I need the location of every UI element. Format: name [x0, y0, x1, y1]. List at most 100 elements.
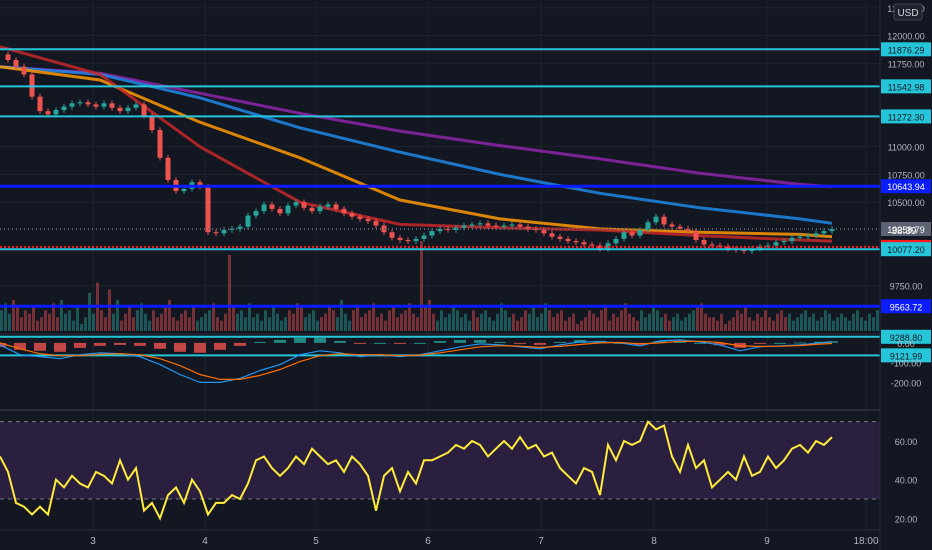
volume-bar	[132, 317, 135, 331]
volume-bar	[544, 303, 547, 331]
macd-histogram-bar	[674, 340, 686, 343]
volume-bar	[796, 317, 799, 331]
currency-badge[interactable]	[893, 3, 923, 21]
volume-bar	[92, 313, 95, 331]
volume-bar	[424, 306, 427, 331]
volume-bar	[84, 317, 87, 331]
candle-body	[405, 240, 411, 242]
time-axis[interactable]: 3 4 5 6 7 8 9 18:00	[90, 536, 879, 547]
volume-bar	[520, 317, 523, 331]
macd-histogram-bar	[34, 342, 46, 351]
volume-bar	[748, 317, 751, 331]
volume-bar	[152, 310, 155, 331]
macd-histogram-bar	[754, 342, 766, 344]
time-tick-label: 5	[313, 536, 319, 547]
volume-bar	[828, 313, 831, 331]
volume-bar	[220, 320, 223, 331]
grid-lines	[0, 0, 880, 530]
macd-histogram-bar	[114, 342, 126, 345]
volume-bar	[420, 241, 423, 331]
volume-bar	[724, 324, 727, 331]
candle-body	[629, 232, 635, 236]
candle-body	[85, 102, 91, 105]
volume-bar	[740, 313, 743, 331]
volume-bar	[844, 317, 847, 331]
candle-body	[165, 157, 171, 180]
price-level-label: 9288.80	[890, 333, 923, 343]
price-tick-label: 9750.00	[890, 282, 923, 292]
candle-body	[573, 241, 579, 243]
volume-bar	[464, 313, 467, 331]
volume-bar	[308, 313, 311, 331]
candle-body	[133, 104, 139, 108]
volume-bar	[128, 306, 131, 331]
volume-bar	[576, 324, 579, 331]
candle-countdown: 38:39	[891, 226, 916, 237]
volume-bar	[416, 317, 419, 331]
price-level-badge	[881, 299, 931, 314]
candle-body	[477, 223, 483, 225]
price-level-label: 10077.20	[887, 245, 925, 255]
candle-body	[5, 54, 11, 60]
volume-bar	[628, 313, 631, 331]
volume-bar	[176, 320, 179, 331]
volume-bar	[652, 306, 655, 331]
candle-body	[541, 230, 547, 234]
volume-bar	[80, 324, 83, 331]
price-level-badge	[881, 79, 931, 94]
volume-bar	[512, 313, 515, 331]
volume-bar	[120, 320, 123, 331]
price-level-label: 9563.72	[890, 302, 923, 312]
volume-bar	[572, 313, 575, 331]
volume-bar	[780, 310, 783, 331]
candle-body	[501, 225, 507, 227]
volume-bar	[184, 310, 187, 331]
volume-bar	[172, 317, 175, 331]
volume-bar	[116, 299, 119, 331]
candle-body	[509, 224, 515, 226]
macd-histogram-bar	[214, 342, 226, 350]
candle-body	[21, 66, 27, 75]
volume-bar	[692, 310, 695, 331]
candle-body	[333, 204, 339, 209]
volume-bar	[568, 317, 571, 331]
volume-bar	[720, 313, 723, 331]
volume-bar	[528, 313, 531, 331]
volume-bar	[312, 310, 315, 331]
volume-bar	[732, 317, 735, 331]
volume-bar	[760, 317, 763, 331]
horizontal-levels[interactable]	[0, 48, 880, 357]
candle-body	[701, 240, 707, 245]
candle-body	[157, 130, 163, 158]
macd-line-orange	[0, 340, 833, 380]
volume-bar	[872, 317, 875, 331]
volume-bar	[852, 313, 855, 331]
volume-bar	[344, 313, 347, 331]
volume-bar	[864, 320, 867, 331]
volume-bar	[764, 310, 767, 331]
macd-histogram-bar	[74, 342, 86, 348]
volume-bar	[492, 320, 495, 331]
candle-body	[309, 207, 315, 212]
volume-bar	[432, 313, 435, 331]
volume-bar	[440, 310, 443, 331]
volume-bar	[608, 320, 611, 331]
price-axis[interactable]: 11876.29 11542.98 11272.30 10643.94 10258.79…	[881, 4, 931, 525]
volume-bar	[384, 320, 387, 331]
volume-bar	[836, 317, 839, 331]
volume-bar	[816, 320, 819, 331]
moving-averages	[0, 45, 833, 243]
volume-bar	[16, 306, 19, 331]
candle-body	[357, 216, 363, 219]
volume-bar	[336, 317, 339, 331]
volume-bar	[56, 317, 59, 331]
volume-bar	[616, 317, 619, 331]
macd-histogram-bar	[434, 340, 446, 343]
candle-body	[261, 204, 267, 212]
volume-bar	[400, 313, 403, 331]
macd-panel	[0, 336, 838, 383]
candle-body	[669, 224, 675, 227]
volume-bar	[136, 310, 139, 331]
volume-bar	[460, 317, 463, 331]
